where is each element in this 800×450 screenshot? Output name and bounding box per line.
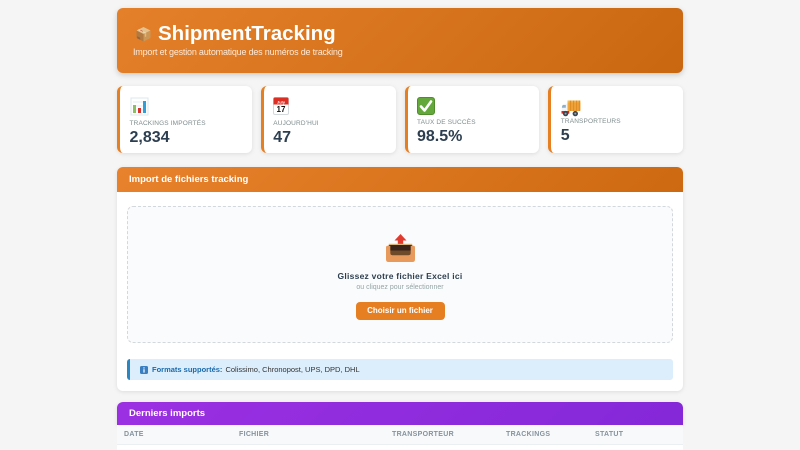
svg-text:17: 17 xyxy=(277,105,286,114)
svg-text:July: July xyxy=(277,100,286,105)
